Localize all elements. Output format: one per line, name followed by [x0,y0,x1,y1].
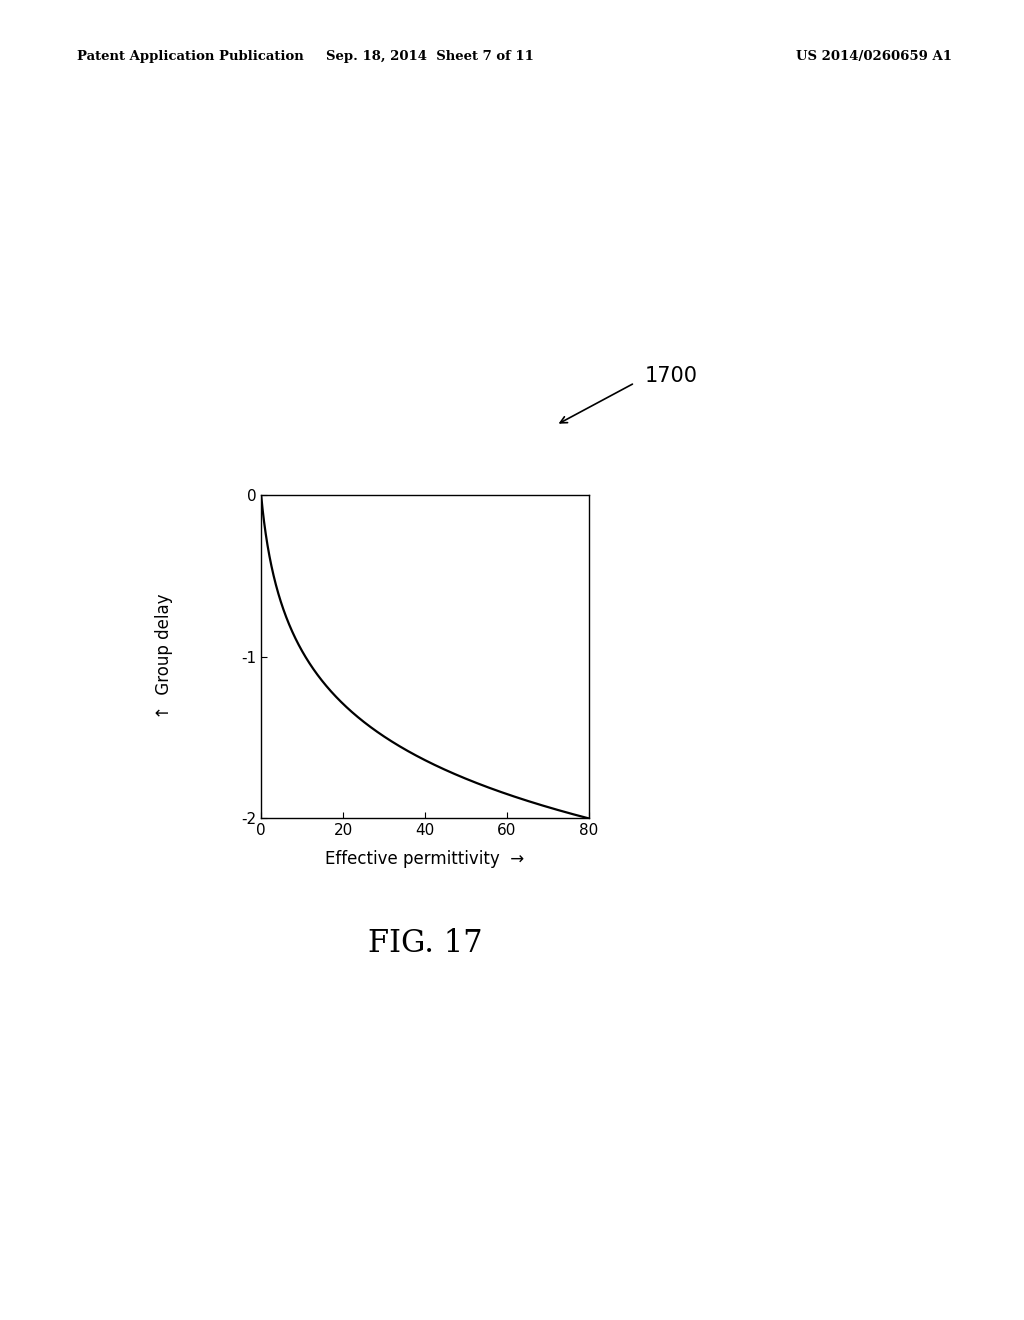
Text: Patent Application Publication: Patent Application Publication [77,50,303,63]
Text: FIG. 17: FIG. 17 [368,928,482,960]
Text: 1700: 1700 [645,366,698,387]
Text: US 2014/0260659 A1: US 2014/0260659 A1 [797,50,952,63]
Text: Sep. 18, 2014  Sheet 7 of 11: Sep. 18, 2014 Sheet 7 of 11 [326,50,535,63]
Text: Effective permittivity  →: Effective permittivity → [326,850,524,869]
Text: ↑  Group delay: ↑ Group delay [155,593,173,719]
